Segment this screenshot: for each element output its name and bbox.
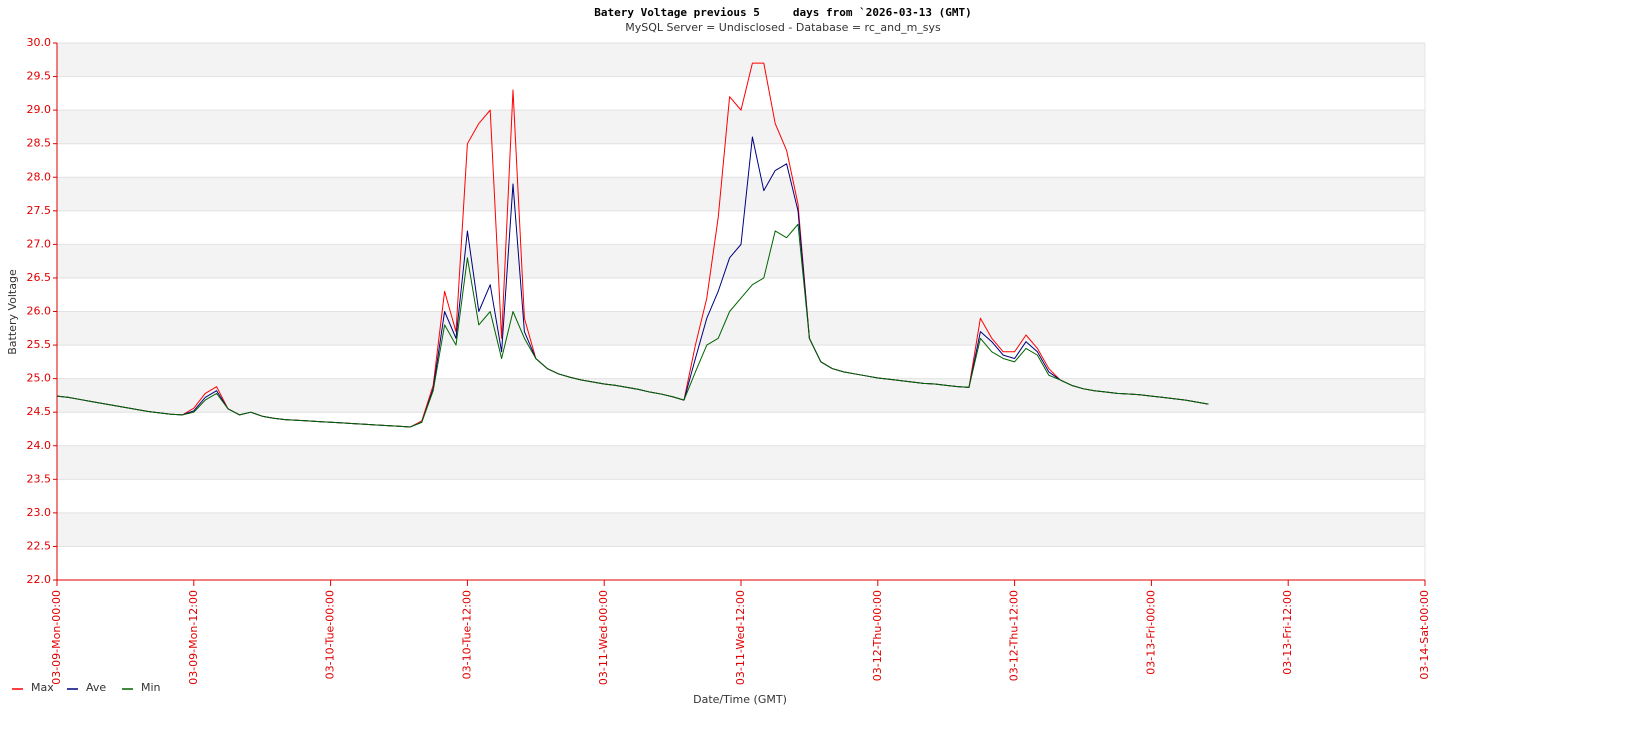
x-tick-label: 03-09-Mon-00:00 xyxy=(50,590,63,685)
x-tick-label: 03-10-Tue-00:00 xyxy=(324,590,337,679)
axes: 22.0 22.5 23.0 23.5 24.0 24.5 25.0 25.5 26.0 26.5… xyxy=(27,36,1432,685)
legend: Max Ave Min xyxy=(12,681,161,694)
x-tick-label: 03-14-Sat-00:00 xyxy=(1418,590,1431,680)
y-tick-label: 27.5 xyxy=(27,204,52,217)
y-tick-label: 30.0 xyxy=(27,36,52,49)
x-tick-label: 03-11-Wed-12:00 xyxy=(734,590,747,685)
y-tick-label: 22.0 xyxy=(27,573,52,586)
legend-label: Min xyxy=(141,681,161,694)
y-tick-label: 22.5 xyxy=(27,539,52,552)
y-tick-label: 25.5 xyxy=(27,338,52,351)
x-tick-label: 03-11-Wed-00:00 xyxy=(597,590,610,685)
y-tick-label: 25.0 xyxy=(27,372,52,385)
chart-subtitle: MySQL Server = Undisclosed - Database = … xyxy=(625,21,941,34)
grid-band xyxy=(57,311,1425,346)
plot-background xyxy=(57,42,1425,581)
y-tick-label: 29.0 xyxy=(27,103,52,116)
y-tick-label: 24.0 xyxy=(27,439,52,452)
y-tick-label: 27.0 xyxy=(27,237,52,250)
y-tick-label: 28.0 xyxy=(27,170,52,183)
series-line xyxy=(56,223,1209,428)
y-tick-label: 23.0 xyxy=(27,506,52,519)
grid-band xyxy=(57,378,1425,413)
y-tick-label: 29.5 xyxy=(27,70,52,83)
legend-label: Max xyxy=(31,681,54,694)
y-tick-label: 24.5 xyxy=(27,405,52,418)
x-tick-label: 03-13-Fri-00:00 xyxy=(1144,590,1157,675)
x-tick-label: 03-09-Mon-12:00 xyxy=(187,590,200,685)
chart-title: Batery Voltage previous 5 days from `202… xyxy=(594,6,972,19)
grid-band xyxy=(57,445,1425,480)
x-tick-label: 03-12-Thu-12:00 xyxy=(1008,590,1021,681)
y-tick-label: 26.5 xyxy=(27,271,52,284)
legend-label: Ave xyxy=(86,681,106,694)
y-tick-label: 23.5 xyxy=(27,472,52,485)
x-tick-label: 03-12-Thu-00:00 xyxy=(871,590,884,681)
grid-band xyxy=(57,177,1425,211)
grid-band xyxy=(57,512,1425,547)
y-axis-label: Battery Voltage xyxy=(6,269,19,355)
grid-band xyxy=(57,110,1425,144)
y-tick-label: 26.0 xyxy=(27,305,52,318)
x-tick-label: 03-13-Fri-12:00 xyxy=(1281,590,1294,675)
grid-band xyxy=(57,244,1425,278)
grid-band xyxy=(57,43,1425,77)
plot-lines xyxy=(56,62,1209,428)
y-tick-label: 28.5 xyxy=(27,137,52,150)
x-tick-label: 03-10-Tue-12:00 xyxy=(460,590,473,679)
x-axis-label: Date/Time (GMT) xyxy=(693,693,787,706)
